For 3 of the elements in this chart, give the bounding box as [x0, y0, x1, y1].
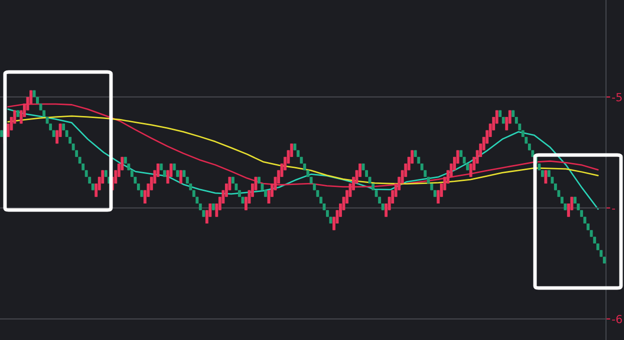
y-tick-label: -5 — [612, 93, 622, 102]
y-tick-label: -6 — [612, 314, 622, 324]
y-tick-label: - — [612, 208, 616, 210]
